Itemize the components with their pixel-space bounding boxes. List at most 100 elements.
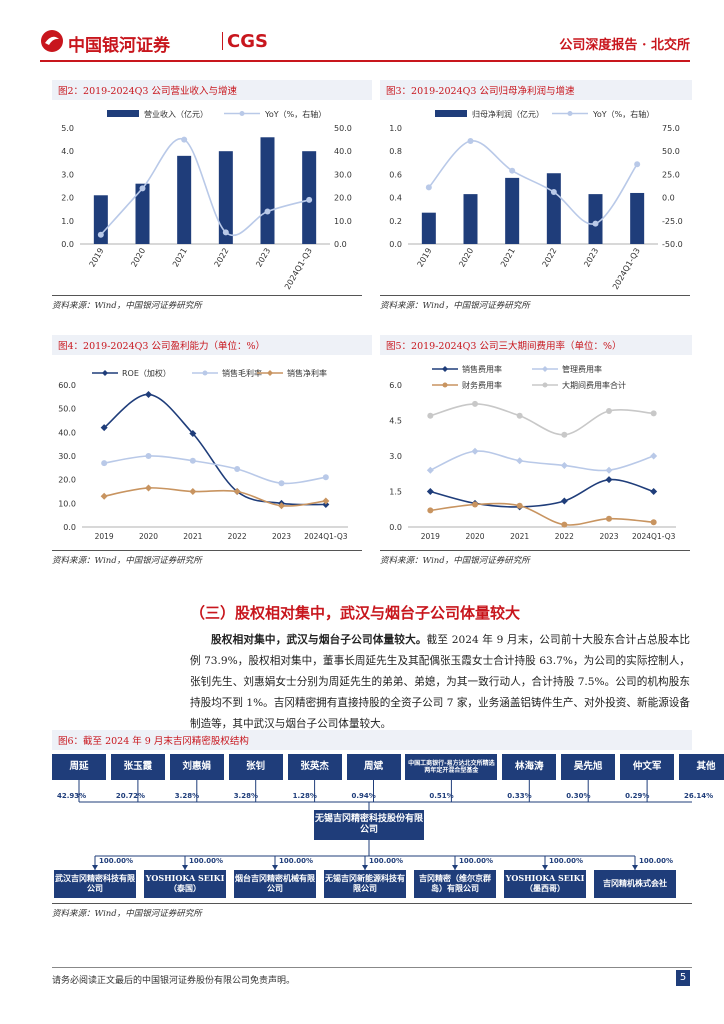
fig3-rule — [380, 295, 690, 296]
fig5-series-point — [605, 466, 613, 474]
fig5-legend-marker — [542, 366, 548, 372]
fig5-series-point — [516, 457, 524, 465]
fig3-yoy-point — [634, 161, 641, 168]
subsidiary-box: YOSHIOKA SEIKI（墨西哥） — [504, 870, 586, 898]
fig5-xtick: 2024Q1-Q3 — [632, 532, 676, 541]
fig2-xtick: 2022 — [213, 247, 231, 269]
fig4-series-point — [145, 484, 152, 492]
fig5-series-point — [560, 497, 568, 505]
fig5-ytick: 6.0 — [389, 381, 402, 390]
fig2-ytick-left: 0.0 — [61, 240, 74, 249]
fig4-series-point — [278, 480, 285, 487]
fig5-legend-marker — [542, 382, 548, 388]
fig4-series-point — [189, 430, 197, 438]
fig3-yoy-line — [428, 140, 638, 225]
fig5-xtick: 2021 — [510, 532, 529, 541]
fig4-title: 图4：2019-2024Q3 公司盈利能力（单位：%） — [52, 335, 372, 355]
subsidiary-box: 吉冈精密（维尔京群岛）有限公司 — [414, 870, 496, 898]
paragraph-body: 截至 2024 年 9 月末，公司前十大股东合计占总股本比例 73.9%，股权相… — [190, 634, 691, 730]
logo-code: CGS — [227, 31, 268, 52]
fig4-series-point — [145, 453, 152, 459]
fig3-yoy-point — [425, 184, 432, 191]
subsidiary-pct: 100.00% — [189, 857, 224, 865]
fig4-legend-marker — [102, 370, 108, 376]
subsidiary-box: 烟台吉冈精密机械有限公司 — [234, 870, 316, 898]
fig3-ytick-left: 0.4 — [389, 194, 402, 203]
shareholder-pct: 3.28% — [233, 792, 258, 800]
fig4-series-point — [189, 488, 197, 495]
fig5-series-point — [561, 521, 568, 528]
footer-rule — [52, 967, 692, 968]
fig2-xtick: 2019 — [88, 247, 106, 269]
logo-divider — [222, 32, 223, 50]
fig5-series-point — [426, 466, 434, 474]
shareholder-pct: 42.93% — [57, 792, 87, 800]
logo-text: 中国银河证券 — [68, 36, 170, 56]
fig2-ytick-right: 10.0 — [334, 217, 352, 226]
fig2-ytick-right: 40.0 — [334, 147, 352, 156]
fig3-yoy-point — [592, 220, 599, 227]
fig2-chart: 营业收入（亿元） YoY（%，右轴） 0.0 1.0 2.0 3.0 4.0 5.0 0.0 10… — [61, 109, 352, 291]
subsidiary-arrow — [452, 865, 458, 870]
fig5-xtick: 2019 — [421, 532, 440, 541]
shareholder-box: 周斌 — [346, 754, 401, 780]
fig2-ytick-left: 1.0 — [61, 217, 74, 226]
fig2-yoy-point — [139, 185, 146, 192]
fig4-series-point — [100, 424, 108, 432]
logo-icon — [41, 30, 63, 52]
fig3-yoy-point — [550, 189, 557, 196]
fig3-xtick: 2019 — [416, 247, 434, 269]
fig5-title: 图5：2019-2024Q3 公司三大期间费用率（单位：%） — [380, 335, 692, 355]
fig4-ytick: 20.0 — [58, 476, 76, 485]
shareholder-pct: 0.94% — [351, 792, 376, 800]
fig5-legend-label: 大期间费用率合计 — [562, 380, 626, 390]
fig3-ytick-left: 0.8 — [389, 147, 402, 156]
fig2-xtick: 2023 — [254, 247, 272, 269]
subsidiary-pct: 100.00% — [99, 857, 134, 865]
subsidiary-pct: 100.00% — [459, 857, 494, 865]
fig2-yoy-point — [306, 196, 313, 203]
fig4-series-point — [100, 492, 108, 500]
fig3-source: 资料来源：Wind，中国银河证券研究所 — [380, 301, 530, 311]
fig3-legend-line-label: YoY（%，右轴） — [592, 109, 654, 119]
fig2-bar — [177, 155, 192, 244]
fig4-ytick: 50.0 — [58, 405, 76, 414]
shareholder-box: 周延 — [52, 754, 106, 780]
shareholder-pct: 0.30% — [566, 792, 591, 800]
fig3-chart: 归母净利润（亿元） YoY（%，右轴） 0.0 0.2 0.4 0.6 0.8 1.0 -50.… — [389, 109, 682, 291]
fig4-legend-marker — [202, 370, 208, 376]
fig4-xtick: 2024Q1-Q3 — [304, 532, 348, 541]
fig2-yoy-line — [100, 138, 310, 237]
fig4-legend-marker — [267, 370, 273, 376]
fig5-series-point — [472, 400, 478, 407]
fig4-series-line — [104, 455, 326, 485]
fig2-yoy-point — [181, 136, 188, 143]
fig3-ytick-right: 25.0 — [662, 170, 680, 179]
fig2-ytick-left: 2.0 — [61, 194, 74, 203]
fig3-ytick-left: 1.0 — [389, 124, 402, 133]
fig2-legend-bar-label: 营业收入（亿元） — [144, 109, 208, 119]
fig4-xtick: 2019 — [95, 532, 114, 541]
fig5-ytick: 3.0 — [389, 452, 402, 461]
shareholder-pct: 26.14% — [684, 792, 714, 800]
subsidiary-pct: 100.00% — [549, 857, 584, 865]
fig5-series-point — [561, 431, 568, 438]
fig4-source: 资料来源：Wind，中国银河证券研究所 — [52, 556, 202, 566]
fig3-xtick: 2021 — [499, 247, 517, 269]
fig2-ytick-right: 0.0 — [334, 240, 347, 249]
fig2-xtick: 2020 — [129, 247, 147, 269]
fig5-legend-label: 销售费用率 — [462, 364, 502, 374]
fig5-series-point — [472, 501, 478, 508]
fig5-series-point — [516, 502, 523, 509]
fig3-ytick-left: 0.0 — [389, 240, 402, 249]
fig5-series-point — [471, 447, 479, 455]
fig4-series-point — [322, 474, 329, 481]
fig5-series-line — [430, 502, 654, 526]
fig5-series-line — [430, 403, 654, 436]
fig4-series-point — [233, 488, 241, 495]
fig3-bar — [463, 194, 478, 244]
fig5-ytick: 4.5 — [389, 417, 402, 426]
fig4-rule — [52, 550, 362, 551]
fig3-bar — [505, 177, 520, 244]
fig3-bar — [588, 194, 603, 244]
